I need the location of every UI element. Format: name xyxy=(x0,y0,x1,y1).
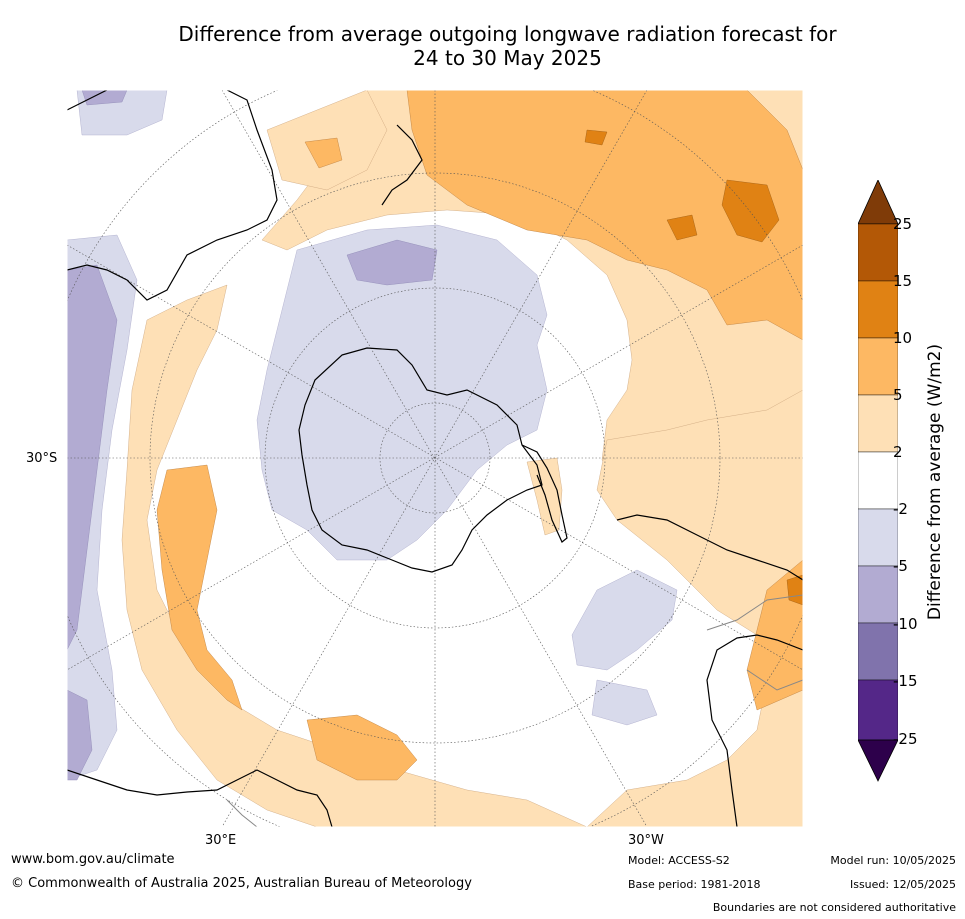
olr-anomaly-map xyxy=(67,90,803,827)
south-america-coastline xyxy=(616,514,803,827)
anomaly-region-pos-5-10-nz xyxy=(304,137,343,169)
south-america-border xyxy=(706,594,803,691)
colorbar-segment-5-10 xyxy=(858,337,898,396)
anomaly-region-pos-10-15-b xyxy=(666,214,698,241)
colorbar-segment-10-15 xyxy=(858,280,898,339)
anomaly-region-pos-5-10-west xyxy=(156,464,243,711)
colorbar-segment-m25-m15 xyxy=(858,679,898,741)
new-zealand-coastline xyxy=(381,124,423,206)
colorbar xyxy=(858,180,898,782)
longitude-label-30w: 30°W xyxy=(628,833,664,848)
colorbar-segment-15-25 xyxy=(858,223,898,282)
anomaly-region-neg-5-10-polar xyxy=(346,239,438,286)
anomaly-region-neg-5-10-nw xyxy=(81,90,128,106)
colorbar-segment-2-5 xyxy=(858,394,898,453)
issued-date: Issued: 12/05/2025 xyxy=(849,878,956,891)
anomaly-region-pos-5-10-southwest xyxy=(306,714,418,781)
colorbar-tick: 2 xyxy=(893,443,903,461)
title-line-1: Difference from average outgoing longwav… xyxy=(178,22,837,46)
colorbar-tick: -15 xyxy=(893,672,918,690)
anomaly-region-pos-2-5-east xyxy=(586,389,803,827)
anomaly-region-neg-2-5-east xyxy=(571,569,678,671)
anomaly-region-neg-5-10-west xyxy=(67,264,118,651)
copyright-text: © Commonwealth of Australia 2025, Austra… xyxy=(11,876,472,891)
colorbar-title: Difference from average (W/m2) xyxy=(925,343,945,621)
anomaly-region-pos-5-10-north xyxy=(406,90,803,341)
title-line-2: 24 to 30 May 2025 xyxy=(413,46,602,70)
colorbar-tick: -25 xyxy=(893,730,918,748)
colorbar-tick: 10 xyxy=(893,329,913,347)
map-title: Difference from average outgoing longwav… xyxy=(110,22,905,70)
website-link[interactable]: www.bom.gov.au/climate xyxy=(11,852,175,867)
australia-coastline xyxy=(67,90,278,301)
graticule xyxy=(67,90,803,827)
model-run-date: Model run: 10/05/2025 xyxy=(830,854,956,867)
antarctica-coastline xyxy=(298,347,543,573)
anomaly-region-neg-5-10-southwest xyxy=(67,689,93,781)
africa-border xyxy=(226,799,258,827)
colorbar-tick: -5 xyxy=(893,557,908,575)
colorbar-tick: 5 xyxy=(893,386,903,404)
colorbar-extend-bottom xyxy=(858,739,898,782)
colorbar-segment-m15-m10 xyxy=(858,622,898,681)
colorbar-tick: -10 xyxy=(893,615,918,633)
anomaly-region-pos-10-15-c xyxy=(584,129,608,146)
colorbar-tick: 25 xyxy=(893,215,913,233)
anomaly-region-neg-2-5-polar xyxy=(256,224,548,561)
africa-coastline xyxy=(67,769,333,827)
boundary-disclaimer: Boundaries are not considered authoritat… xyxy=(712,901,956,914)
colorbar-segment-m2-2 xyxy=(858,451,898,510)
colorbar-segment-m10-m5 xyxy=(858,565,898,624)
longitude-label-30e: 30°E xyxy=(205,833,237,848)
colorbar-segment-m5-m2 xyxy=(858,508,898,567)
colorbar-tick: -2 xyxy=(893,500,908,518)
colorbar-extend-top xyxy=(858,180,898,225)
latitude-label-30s: 30°S xyxy=(26,451,58,466)
antarctic-peninsula-coastline xyxy=(521,444,568,543)
anomaly-region-pos-10-15-a xyxy=(721,179,780,243)
anomaly-region-neg-2-5-south xyxy=(591,679,658,726)
base-period: Base period: 1981-2018 xyxy=(628,878,761,891)
model-name: Model: ACCESS-S2 xyxy=(628,854,730,867)
colorbar-tick: 15 xyxy=(893,272,913,290)
